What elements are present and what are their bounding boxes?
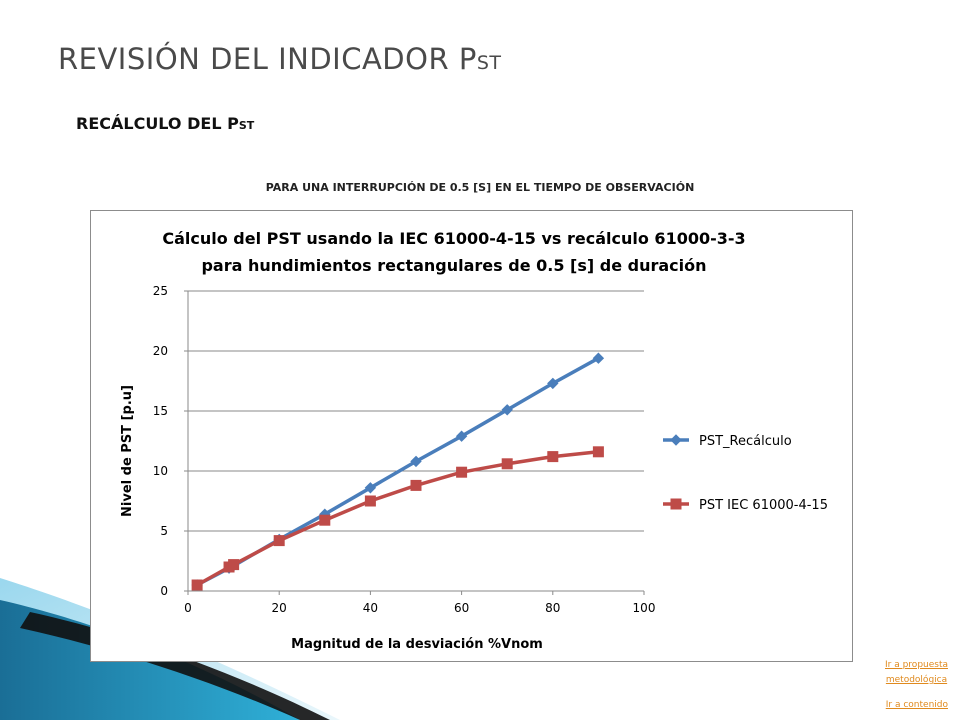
data-point-1	[501, 404, 513, 416]
link-propuesta-line1[interactable]: Ir a propuesta	[885, 660, 948, 670]
data-point-2	[364, 495, 376, 507]
chart-gridlines	[188, 290, 644, 532]
x-tick-label: 20	[272, 601, 287, 615]
data-point-2	[191, 579, 203, 591]
legend-label-1: PST_Recálculo	[699, 434, 792, 449]
chart-series	[191, 352, 605, 591]
legend-marker-2	[670, 498, 682, 510]
y-tick-label: 15	[153, 404, 168, 418]
data-point-2	[319, 514, 331, 526]
chart-legend: PST_Recálculo PST IEC 61000-4-15	[663, 434, 828, 513]
line-chart: Cálculo del PST usando la IEC 61000-4-15…	[120, 229, 828, 652]
x-tick-label: 100	[633, 601, 656, 615]
data-point-2	[592, 446, 604, 458]
y-axis-label: Nivel de PST [p.u]	[120, 385, 135, 517]
data-point-1	[364, 482, 377, 494]
x-tick-label: 40	[363, 601, 378, 615]
data-point-1	[547, 377, 559, 390]
data-point-2	[547, 451, 559, 463]
data-point-2	[456, 466, 468, 478]
y-tick-label: 10	[153, 464, 168, 478]
legend-label-2: PST IEC 61000-4-15	[699, 498, 828, 513]
page-title: REVISIÓN DEL INDICADOR PST	[58, 42, 502, 76]
chart-title-line1: Cálculo del PST usando la IEC 61000-4-15…	[162, 229, 745, 248]
legend-marker-1	[670, 434, 682, 446]
data-point-1	[410, 455, 422, 468]
chart-frame: Cálculo del PST usando la IEC 61000-4-15…	[90, 210, 853, 662]
data-point-1	[592, 352, 605, 364]
chart-title-line2: para hundimientos rectangulares de 0.5 […	[201, 256, 706, 275]
chart-caption: PARA UNA INTERRUPCIÓN DE 0.5 [S] EN EL T…	[265, 181, 695, 194]
data-point-1	[455, 430, 468, 442]
link-contenido[interactable]: Ir a contenido	[885, 700, 948, 710]
section-heading: RECÁLCULO DEL PST	[76, 114, 255, 133]
link-propuesta-metodologica[interactable]: Ir a propuesta metodológica	[885, 658, 948, 688]
data-point-2	[228, 559, 240, 571]
y-tick-label: 0	[160, 584, 168, 598]
y-tick-label: 25	[153, 284, 168, 298]
x-tick-label: 80	[545, 601, 560, 615]
x-axis-label: Magnitud de la desviación %Vnom	[291, 637, 543, 652]
chart-axes: 0 5 10 15 20 25 0 20 40 60 80 100	[153, 284, 656, 615]
data-point-2	[273, 535, 285, 547]
y-tick-label: 5	[160, 524, 168, 538]
y-tick-label: 20	[153, 344, 168, 358]
link-propuesta-line2[interactable]: metodológica	[885, 675, 948, 685]
x-tick-label: 0	[184, 601, 192, 615]
section-heading-subscript: ST	[238, 119, 255, 132]
data-point-2	[410, 479, 422, 491]
data-point-2	[501, 458, 513, 470]
x-tick-label: 60	[454, 601, 469, 615]
page-title-subscript: ST	[476, 52, 502, 74]
